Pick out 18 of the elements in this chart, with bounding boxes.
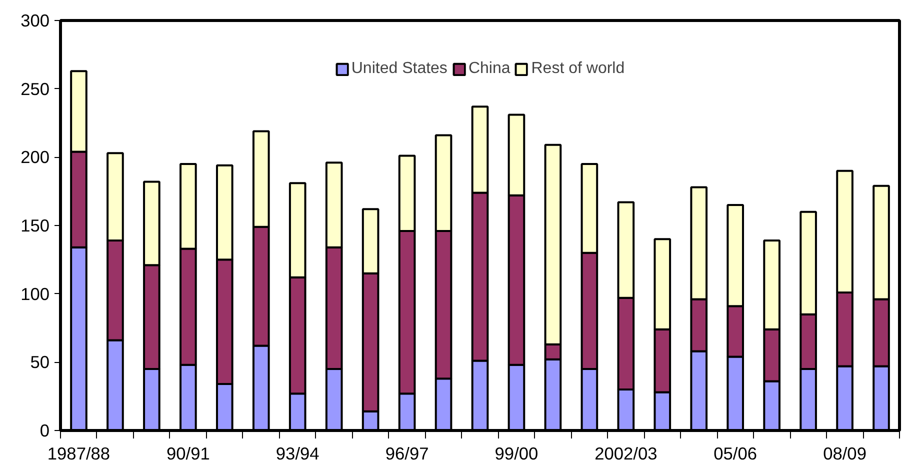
y-tick-label: 50: [30, 352, 50, 372]
y-tick-label: 300: [20, 10, 50, 30]
x-tick-label: 99/00: [494, 444, 538, 464]
x-tick-label: 93/94: [276, 444, 320, 464]
legend-label: Rest of world: [531, 60, 625, 78]
x-tick-label: 90/91: [166, 444, 210, 464]
y-tick-label: 250: [20, 78, 50, 99]
y-tick-label: 200: [20, 147, 50, 168]
x-tick-label: 08/09: [823, 444, 866, 464]
x-tick-label: 05/06: [714, 444, 758, 464]
y-tick-label: 100: [20, 284, 50, 304]
x-tick-label: 2002/03: [594, 444, 658, 464]
x-tick-label: 96/97: [385, 444, 429, 464]
y-tick-label: 150: [20, 216, 50, 236]
y-tick-label: 0: [40, 420, 50, 440]
legend-label: China: [468, 60, 510, 78]
x-tick-label: 1987/88: [47, 444, 110, 464]
legend-label: United States: [351, 60, 448, 78]
